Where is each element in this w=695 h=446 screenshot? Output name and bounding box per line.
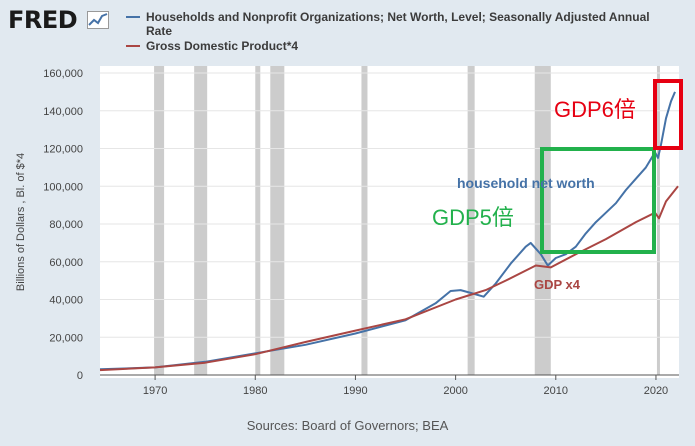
legend-item-networth[interactable]: Households and Nonprofit Organizations; … xyxy=(126,10,666,38)
annotation-gdp5: GDP5倍 xyxy=(432,205,514,230)
recession-band xyxy=(154,66,165,375)
recession-band xyxy=(270,66,285,375)
y-axis-label: Billions of Dollars , Bl. of $*4 xyxy=(15,153,27,291)
annotation-gdpx4: GDP x4 xyxy=(534,277,581,292)
annotation-networth: household net worth xyxy=(457,175,595,191)
y-tick-label: 80,000 xyxy=(49,219,83,231)
line-chart: 0 20,000 40,000 60,000 80,000 100,000 120,000 1… xyxy=(15,66,683,397)
highlight-box-red xyxy=(653,79,683,150)
fred-logo[interactable]: FRED xyxy=(8,6,110,34)
legend-swatch-networth xyxy=(126,16,140,18)
source-note: Sources: Board of Governors; BEA xyxy=(246,418,449,433)
y-tick-label: 40,000 xyxy=(49,295,83,307)
recession-band xyxy=(467,66,475,375)
x-tick-label: 2010 xyxy=(544,385,568,397)
x-tick-label: 1970 xyxy=(143,385,167,397)
y-tick-label: 0 xyxy=(77,370,83,382)
highlight-box-green xyxy=(540,147,656,254)
x-tick-label: 1980 xyxy=(243,385,267,397)
recession-shading xyxy=(154,66,660,375)
annotation-gdp6: GDP6倍 xyxy=(554,97,636,122)
y-tick-label: 120,000 xyxy=(43,144,83,156)
recession-band xyxy=(194,66,208,375)
series-line-networth xyxy=(99,91,676,371)
y-axis-ticks: 0 20,000 40,000 60,000 80,000 100,000 120,000 1… xyxy=(43,68,83,382)
y-tick-label: 100,000 xyxy=(43,181,83,193)
recession-band xyxy=(255,66,261,375)
y-tick-label: 20,000 xyxy=(49,332,83,344)
recession-band xyxy=(656,66,660,375)
legend-item-gdp[interactable]: Gross Domestic Product*4 xyxy=(126,39,666,53)
legend-swatch-gdp xyxy=(126,45,140,47)
grid-lines xyxy=(100,72,679,376)
x-tick-label: 1990 xyxy=(343,385,367,397)
x-tick-label: 2000 xyxy=(443,385,467,397)
y-tick-label: 160,000 xyxy=(43,68,83,80)
recession-band xyxy=(361,66,368,375)
fred-logo-text: FRED xyxy=(8,6,78,34)
trend-graph-icon xyxy=(87,11,110,29)
legend-label-gdp: Gross Domestic Product*4 xyxy=(146,39,299,53)
chart-header: FRED Households and Nonprofit Organizati… xyxy=(0,0,695,66)
x-tick-label: 2020 xyxy=(644,385,668,397)
x-axis-ticks: 1970 1980 1990 2000 2010 2020 xyxy=(143,375,668,397)
legend-label-networth: Households and Nonprofit Organizations; … xyxy=(146,10,650,38)
y-tick-label: 60,000 xyxy=(49,257,83,269)
y-tick-label: 140,000 xyxy=(43,106,83,118)
legend: Households and Nonprofit Organizations; … xyxy=(126,10,666,53)
